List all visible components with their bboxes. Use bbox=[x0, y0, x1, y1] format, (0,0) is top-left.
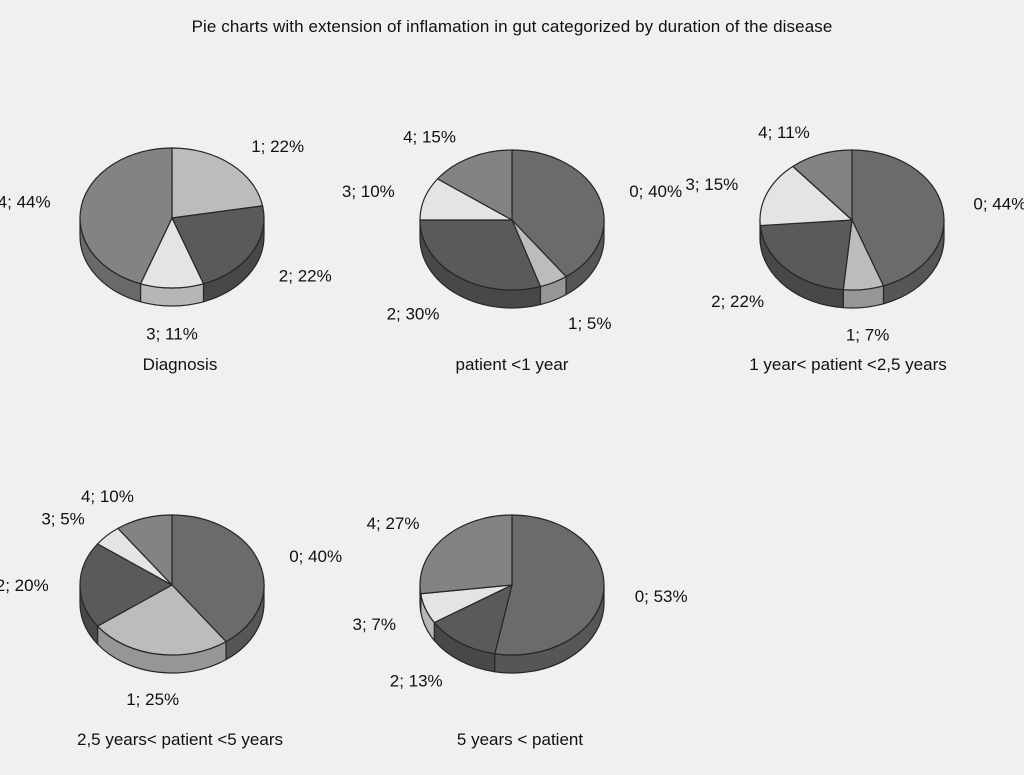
pie-label-4: 4; 10% bbox=[81, 487, 134, 506]
pie-label-1: 1; 22% bbox=[251, 137, 304, 156]
pie-slice-2 bbox=[759, 219, 853, 291]
pie-slice-3 bbox=[139, 217, 205, 289]
pie-chart-1: 1; 22% 2; 22% 3; 11% 4; 44% Diagnosis bbox=[0, 137, 332, 374]
pie-label-3: 3; 15% bbox=[685, 175, 738, 194]
chart-caption: 5 years < patient bbox=[457, 730, 583, 749]
pie-label-0: 0; 40% bbox=[629, 182, 682, 201]
pie-label-3: 3; 11% bbox=[146, 324, 198, 343]
pie-slice-0 bbox=[851, 149, 945, 287]
pie-label-2: 2; 13% bbox=[390, 671, 443, 690]
pie-slice-4 bbox=[117, 514, 173, 586]
pie-slice-2 bbox=[433, 584, 513, 655]
pie-side-group bbox=[419, 219, 605, 309]
pie-label-4: 4; 27% bbox=[367, 514, 420, 533]
page-title: Pie charts with extension of inflamation… bbox=[191, 17, 833, 36]
pie-label-4: 4; 11% bbox=[758, 123, 810, 142]
pie-chart-2: 0; 40% 1; 5% 2; 30% 3; 10% 4; 15% patient <1 … bbox=[342, 127, 682, 374]
pie-slice-4 bbox=[419, 514, 513, 595]
pie-slice-0 bbox=[171, 514, 265, 643]
pie-label-2: 2; 22% bbox=[279, 267, 332, 286]
pie-label-3: 3; 7% bbox=[353, 615, 396, 634]
chart-caption: 1 year< patient <2,5 years bbox=[749, 355, 947, 374]
pie-chart-5: 0; 53% 2; 13% 3; 7% 4; 27% 5 years < patient bbox=[353, 514, 688, 749]
pie-chart-3: 0; 44% 1; 7% 2; 22% 3; 15% 4; 11% 1 year< pat… bbox=[685, 123, 1024, 374]
pie-label-2: 2; 20% bbox=[0, 576, 49, 595]
pie-slice-2 bbox=[419, 219, 542, 291]
pie-slice-4 bbox=[79, 147, 173, 285]
pie-label-2: 2; 30% bbox=[387, 304, 440, 323]
chart-caption: patient <1 year bbox=[456, 355, 569, 374]
pie-label-2: 2; 22% bbox=[711, 292, 764, 311]
chart-caption: Diagnosis bbox=[143, 355, 218, 374]
pie-label-0: 0; 40% bbox=[289, 547, 342, 566]
pie-slice-0 bbox=[494, 514, 605, 656]
chart-caption: 2,5 years< patient <5 years bbox=[77, 730, 283, 749]
pie-label-0: 0; 44% bbox=[973, 195, 1024, 214]
pie-label-3: 3; 10% bbox=[342, 182, 395, 201]
pie-slice-0 bbox=[511, 149, 605, 278]
pie-slice-2 bbox=[171, 205, 265, 285]
pie-slice-3 bbox=[759, 165, 853, 227]
pie-label-4: 4; 44% bbox=[0, 193, 51, 212]
pie-label-1: 1; 5% bbox=[568, 314, 611, 333]
pie-chart-4: 0; 40% 1; 25% 2; 20% 3; 5% 4; 10% 2,5 years< … bbox=[0, 487, 342, 749]
pie-label-1: 1; 7% bbox=[846, 326, 889, 345]
pie-label-4: 4; 15% bbox=[403, 127, 456, 146]
pie-slice-4 bbox=[436, 149, 513, 221]
pie-slice-1 bbox=[96, 584, 227, 656]
pie-slice-2 bbox=[79, 543, 173, 627]
pie-label-0: 0; 53% bbox=[635, 587, 688, 606]
pie-slice-1 bbox=[171, 147, 264, 219]
pie-label-1: 1; 25% bbox=[126, 690, 179, 709]
pie-label-3: 3; 5% bbox=[41, 510, 84, 529]
pie-slice-4 bbox=[792, 149, 853, 221]
